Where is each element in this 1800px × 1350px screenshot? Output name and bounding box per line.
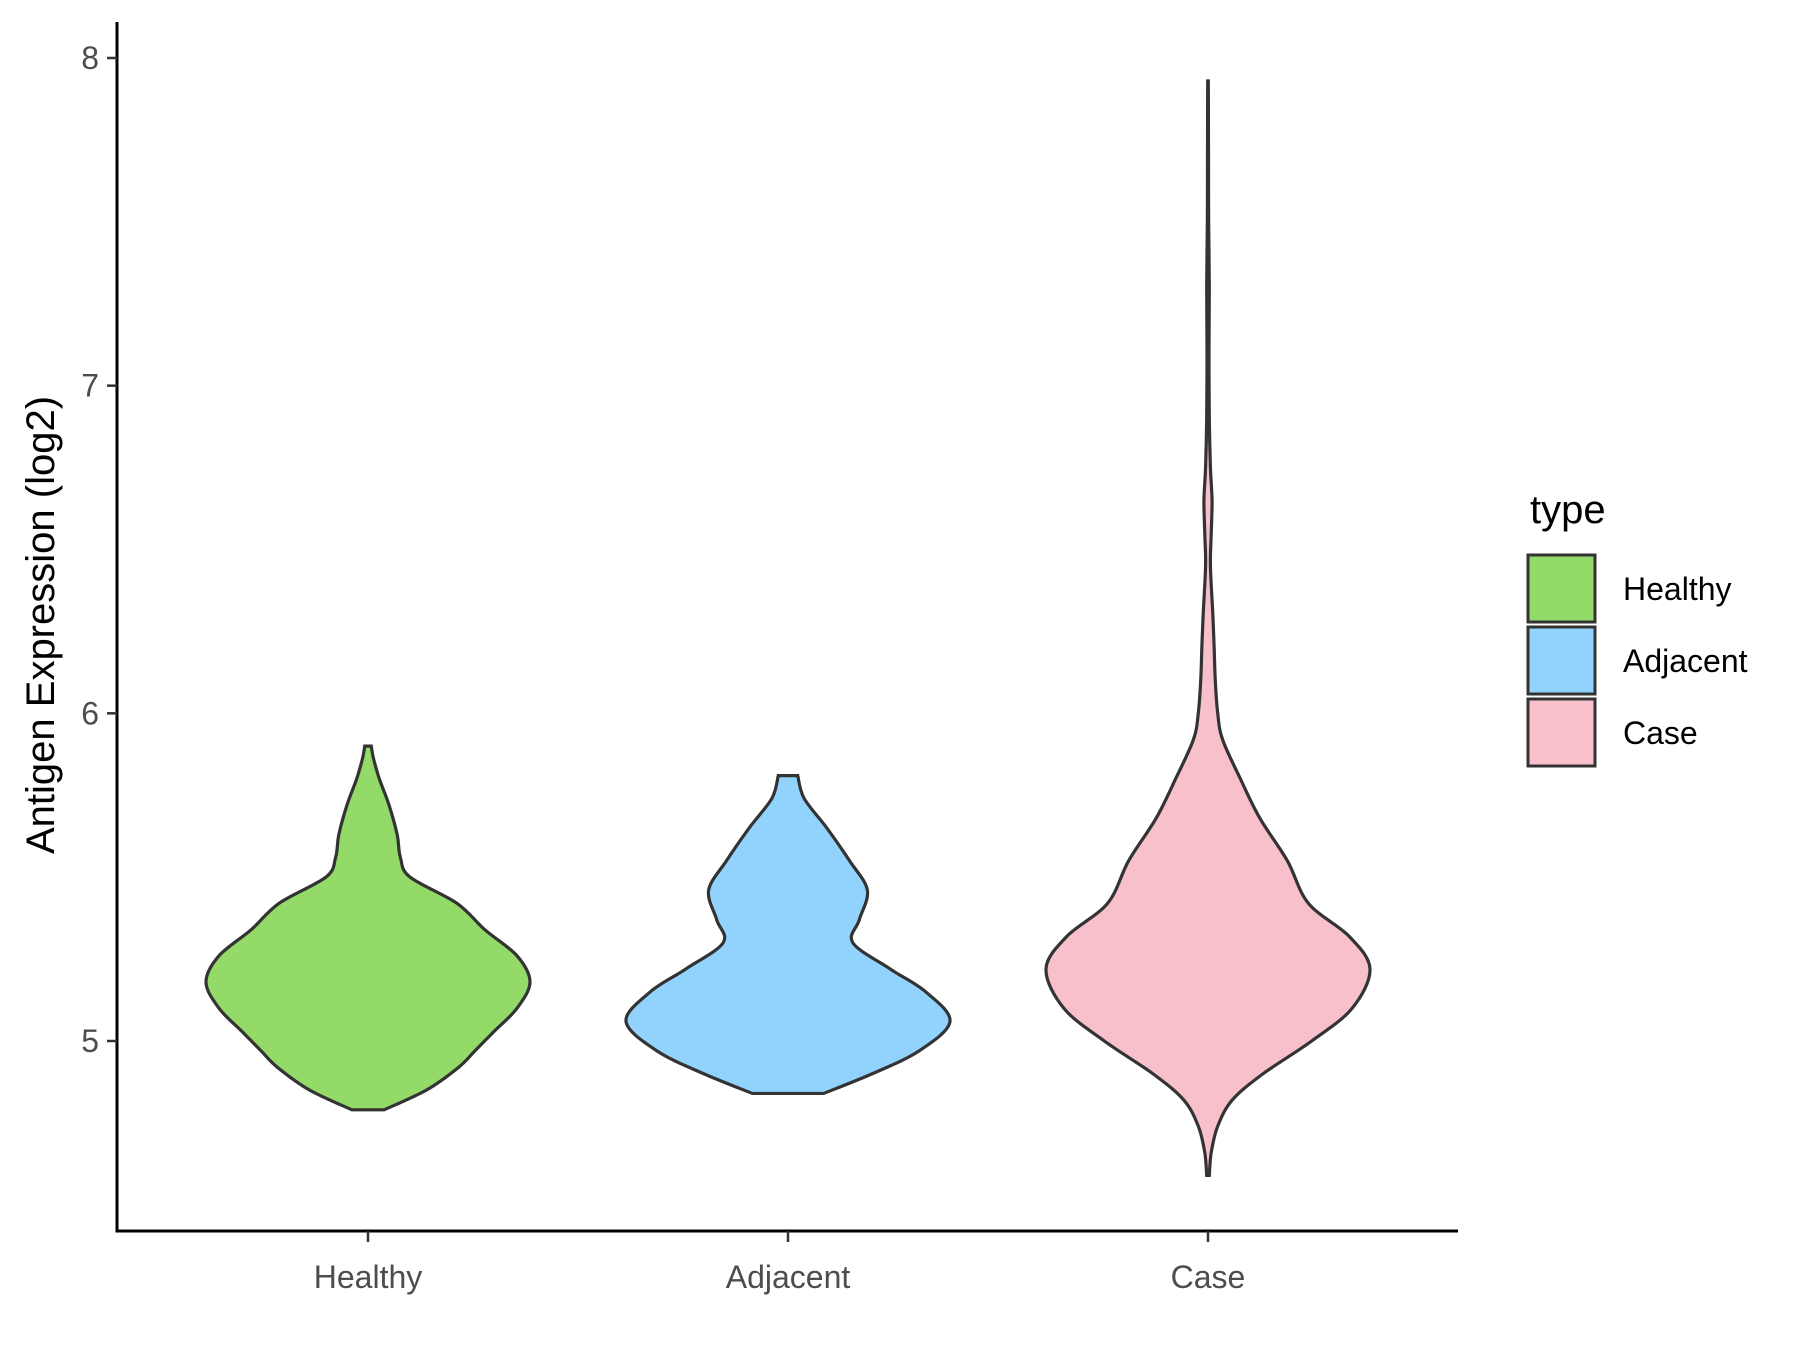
violins-group bbox=[204, 79, 1372, 1177]
y-axis-title: Antigen Expression (log2) bbox=[19, 396, 63, 854]
y-ticks-group: 5 6 7 8 bbox=[81, 40, 117, 1059]
legend-swatch-healthy bbox=[1526, 553, 1597, 624]
legend-swatch-adjacent bbox=[1526, 625, 1597, 696]
legend-label-case: Case bbox=[1623, 715, 1698, 751]
violin-case bbox=[1044, 79, 1372, 1177]
legend-swatch-case bbox=[1526, 697, 1597, 768]
x-tick-label: Healthy bbox=[314, 1259, 423, 1295]
x-tick-label: Adjacent bbox=[726, 1259, 851, 1295]
violin-adjacent bbox=[624, 773, 952, 1096]
legend-label-adjacent: Adjacent bbox=[1623, 643, 1748, 679]
legend-label-healthy: Healthy bbox=[1623, 571, 1732, 607]
x-ticks-group: Healthy Adjacent Case bbox=[314, 1231, 1246, 1295]
legend-title: type bbox=[1530, 488, 1606, 532]
legend: type Healthy Adjacent Case bbox=[1526, 488, 1748, 768]
y-tick-label: 7 bbox=[81, 368, 99, 404]
y-tick-label: 5 bbox=[81, 1023, 99, 1059]
y-tick-label: 8 bbox=[81, 40, 99, 76]
y-tick-label: 6 bbox=[81, 695, 99, 731]
violin-healthy bbox=[204, 744, 532, 1112]
x-tick-label: Case bbox=[1171, 1259, 1246, 1295]
